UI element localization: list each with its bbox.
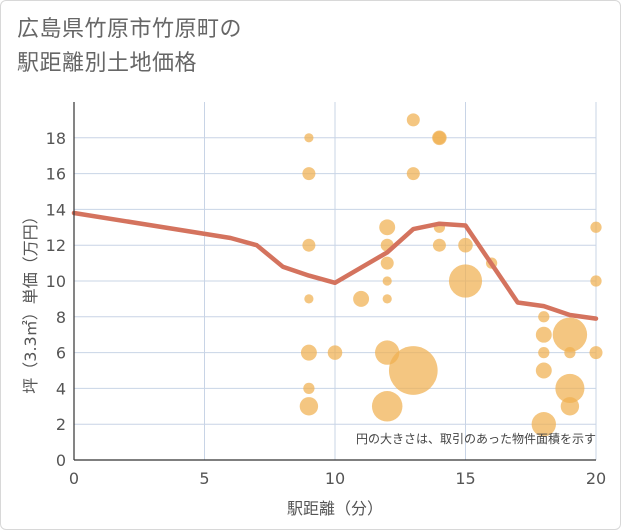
y-tick-label: 18 (46, 129, 66, 148)
data-bubble (590, 275, 602, 287)
data-bubble (555, 373, 585, 403)
y-tick-label: 2 (56, 415, 66, 434)
y-tick-label: 12 (46, 236, 66, 255)
data-bubble (371, 391, 403, 422)
data-bubble (448, 264, 483, 298)
y-tick-label: 6 (56, 344, 66, 363)
data-bubble (590, 221, 602, 233)
x-tick-label: 15 (455, 469, 475, 488)
y-tick-label: 16 (46, 165, 66, 184)
data-bubble (538, 346, 550, 359)
data-bubble (382, 294, 392, 304)
data-bubble (382, 276, 392, 286)
data-bubble (353, 290, 370, 307)
data-bubble (406, 167, 420, 181)
y-tick-label: 10 (46, 272, 66, 291)
x-tick-label: 20 (586, 469, 606, 488)
y-tick-label: 8 (56, 308, 66, 327)
data-bubble (304, 294, 314, 304)
data-bubble (380, 256, 394, 270)
data-bubble (304, 133, 314, 143)
y-tick-label: 0 (56, 451, 66, 470)
y-axis-label: 坪（3.3㎡）単価（万円） (21, 208, 40, 393)
data-bubble (406, 113, 420, 127)
chart-title-line1: 広島県竹原市竹原町の (17, 17, 243, 42)
data-bubble (564, 346, 576, 359)
data-bubble (560, 397, 580, 416)
data-bubble (589, 346, 603, 360)
x-tick-label: 5 (199, 469, 209, 488)
data-bubble (552, 317, 588, 352)
x-tick-label: 0 (69, 469, 79, 488)
x-tick-label: 10 (325, 469, 345, 488)
data-bubble (299, 397, 319, 416)
data-bubble (458, 237, 473, 253)
data-bubble (535, 362, 552, 379)
y-tick-label: 14 (46, 200, 66, 219)
trend-line (71, 210, 599, 321)
data-bubble (302, 238, 316, 252)
axes: 0 5 10 15 20 0 2 4 6 8 10 12 14 16 18 (46, 102, 606, 488)
chart-title-line2: 駅距離別土地価格 (17, 51, 198, 76)
data-bubble (432, 131, 446, 145)
bubble-size-note: 円の大きさは、取引のあった物件面積を示す (356, 431, 596, 446)
data-bubble (379, 219, 396, 236)
bubble-series (299, 113, 603, 437)
x-axis-label: 駅距離（分） (287, 499, 383, 518)
data-bubble (535, 326, 552, 343)
data-bubble (388, 346, 438, 395)
data-bubble (538, 311, 550, 323)
data-bubble (432, 238, 446, 252)
data-bubble (327, 345, 343, 360)
data-bubble (302, 167, 316, 181)
trend-line-group (71, 210, 599, 321)
y-tick-label: 4 (56, 379, 66, 398)
chart-title: 広島県竹原市竹原町の 駅距離別土地価格 (17, 13, 242, 81)
data-bubble (531, 412, 556, 437)
data-bubble (303, 382, 315, 395)
data-bubble (300, 344, 317, 361)
